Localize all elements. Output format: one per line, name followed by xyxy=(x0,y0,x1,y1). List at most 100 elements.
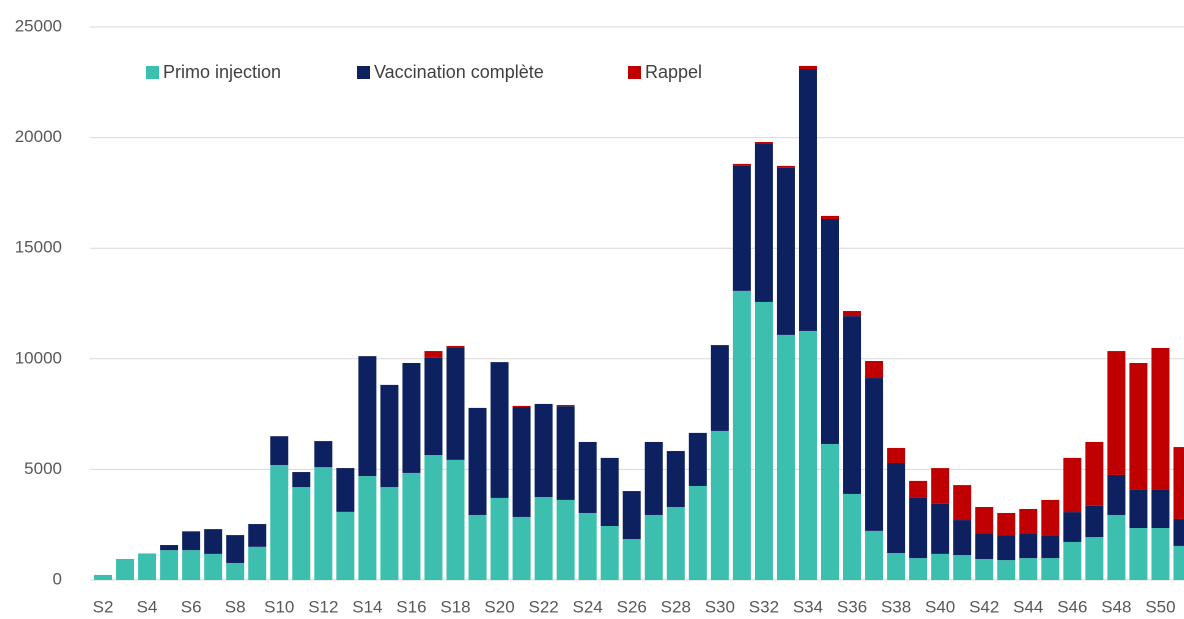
bar-segment xyxy=(1151,489,1170,529)
bar-segment xyxy=(1129,528,1148,580)
x-tick-label: S46 xyxy=(1057,597,1087,616)
bar-segment xyxy=(1085,441,1104,506)
legend-label: Vaccination complète xyxy=(374,62,544,82)
bar-segment xyxy=(182,531,201,551)
bar-segment xyxy=(909,480,928,498)
bar-segment xyxy=(314,441,333,468)
y-tick-label: 10000 xyxy=(15,348,62,367)
bar-segment xyxy=(688,432,707,486)
bar-segment xyxy=(732,165,751,291)
bar-segment xyxy=(248,546,267,580)
bar-segment xyxy=(512,516,531,580)
bar-segment xyxy=(688,485,707,580)
y-tick-label: 15000 xyxy=(15,238,62,257)
bar-segment xyxy=(380,487,399,580)
bar-segment xyxy=(732,290,751,580)
bar-segment xyxy=(94,574,113,580)
x-tick-label: S28 xyxy=(661,597,691,616)
bar-segment xyxy=(997,512,1016,536)
bar-segment xyxy=(424,357,443,456)
legend-swatch xyxy=(357,66,370,79)
bar-segment xyxy=(644,514,663,580)
bar-segment xyxy=(975,558,994,580)
bar-segment xyxy=(754,301,773,580)
bar-segment xyxy=(248,524,267,547)
bar-segment xyxy=(160,550,179,580)
x-tick-label: S14 xyxy=(352,597,382,616)
y-tick-label: 5000 xyxy=(24,459,62,478)
bar-segment xyxy=(887,462,906,554)
legend: Primo injection Vaccination complète Rappe… xyxy=(146,62,702,82)
bar-segment xyxy=(997,560,1016,580)
legend-swatch xyxy=(146,66,159,79)
bar-segment xyxy=(578,512,597,580)
x-tick-label: S2 xyxy=(93,597,114,616)
bar-segment xyxy=(644,441,663,515)
bar-segment xyxy=(204,529,223,554)
bar-segment xyxy=(666,451,685,508)
bar-segment xyxy=(1107,351,1126,475)
x-tick-label: S6 xyxy=(181,597,202,616)
x-tick-label: S10 xyxy=(264,597,294,616)
legend-swatch xyxy=(628,66,641,79)
x-tick-label: S32 xyxy=(749,597,779,616)
x-tick-label: S44 xyxy=(1013,597,1043,616)
x-tick-label: S16 xyxy=(396,597,426,616)
bar-segment xyxy=(226,562,245,580)
x-tick-label: S30 xyxy=(705,597,735,616)
bar-segment xyxy=(204,553,223,580)
bar-segment xyxy=(1019,533,1038,559)
bar-segment xyxy=(336,511,355,580)
bar-segment xyxy=(798,330,817,580)
bar-segment xyxy=(931,553,950,580)
bar-segment xyxy=(953,485,972,521)
bar-segment xyxy=(292,472,311,488)
bar-segment xyxy=(270,436,289,465)
bar-segment xyxy=(776,165,795,168)
bar-segment xyxy=(1107,514,1126,580)
bar-segment xyxy=(1041,535,1060,559)
bar-segment xyxy=(446,459,465,580)
bar-segment xyxy=(1063,512,1082,542)
x-tick-label: S50 xyxy=(1145,597,1175,616)
bar-segment xyxy=(798,69,817,331)
bar-segment xyxy=(710,345,729,431)
bar-segment xyxy=(358,476,377,580)
x-tick-label: S38 xyxy=(881,597,911,616)
bar-segment xyxy=(534,497,553,580)
bar-segment xyxy=(1129,489,1148,529)
bar-segment xyxy=(512,407,531,517)
bar-segment xyxy=(622,539,641,580)
x-tick-label: S48 xyxy=(1101,597,1131,616)
bar-segment xyxy=(843,311,862,317)
x-tick-label: S22 xyxy=(528,597,558,616)
bar-segment xyxy=(446,345,465,348)
bar-segment xyxy=(776,167,795,335)
bar-segment xyxy=(468,514,487,580)
x-tick-label: S18 xyxy=(440,597,470,616)
bar-segment xyxy=(1173,518,1184,546)
bar-segment xyxy=(556,406,575,500)
bar-segment xyxy=(1107,474,1126,515)
bar-segment xyxy=(1085,505,1104,538)
bar-segment xyxy=(358,356,377,477)
bar-segment xyxy=(424,455,443,580)
x-tick-label: S34 xyxy=(793,597,823,616)
x-tick-label: S8 xyxy=(225,597,246,616)
bar-segment xyxy=(732,163,751,166)
bar-segment xyxy=(821,443,840,580)
bar-segment xyxy=(138,553,157,580)
x-tick-label: S36 xyxy=(837,597,867,616)
bar-segment xyxy=(997,535,1016,561)
x-tick-label: S24 xyxy=(573,597,603,616)
x-tick-label: S20 xyxy=(484,597,514,616)
bar-segment xyxy=(909,497,928,559)
bar-segment xyxy=(556,499,575,580)
bar-segment xyxy=(292,487,311,580)
x-tick-label: S40 xyxy=(925,597,955,616)
bar-segment xyxy=(490,362,509,498)
bar-segment xyxy=(1173,447,1184,519)
bar-segment xyxy=(843,316,862,494)
bar-segment xyxy=(270,464,289,580)
bar-segment xyxy=(666,507,685,580)
